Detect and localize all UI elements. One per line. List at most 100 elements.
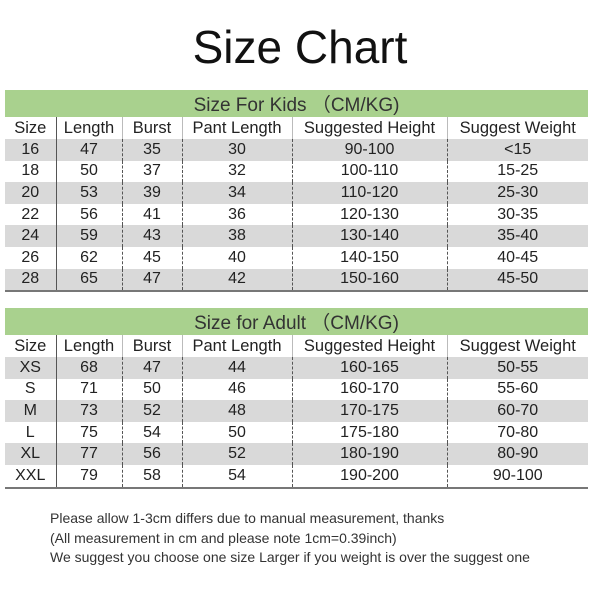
table-cell: <15 bbox=[446, 139, 588, 161]
table-cell: 50-55 bbox=[446, 357, 588, 379]
table-cell: 18 bbox=[21, 162, 40, 180]
column-header: Suggested Height bbox=[291, 117, 447, 139]
table-cell: 65 bbox=[55, 268, 122, 293]
table-cell: 59 bbox=[55, 225, 122, 247]
table-cell: 30-35 bbox=[446, 203, 588, 226]
column-header: Pant Length bbox=[181, 335, 292, 357]
table-cell: 43 bbox=[121, 225, 182, 247]
column-header: Burst bbox=[121, 117, 182, 139]
table-title: Size for Adult （CM/KG) bbox=[5, 308, 588, 335]
table-row: XS 68 47 44 160-165 50-55 bbox=[5, 357, 588, 379]
header-row: Size Length Burst Pant Length Suggested Heig… bbox=[5, 335, 588, 357]
table-cell: 47 bbox=[121, 268, 182, 293]
column-header: Suggested Height bbox=[291, 335, 447, 357]
table-row: 20 53 39 34 110-120 25-30 bbox=[5, 182, 588, 204]
table-title-row: Size For Kids （CM/KG) bbox=[5, 90, 588, 117]
table-cell: 52 bbox=[121, 400, 182, 422]
table-cell: 56 bbox=[121, 443, 182, 465]
table-cell: 190-200 bbox=[291, 464, 447, 489]
table-cell: 16 bbox=[5, 139, 56, 161]
table-cell: 26 bbox=[21, 248, 40, 266]
table-cell: 58 bbox=[121, 464, 182, 489]
table-cell: S bbox=[24, 380, 36, 398]
table-cell: 55-60 bbox=[446, 378, 588, 401]
column-header: Burst bbox=[121, 335, 182, 357]
table-cell: 47 bbox=[55, 139, 122, 161]
table-cell: 70-80 bbox=[446, 421, 588, 444]
column-header: Length bbox=[55, 335, 122, 357]
table-cell: XXL bbox=[5, 464, 56, 489]
table-cell: 39 bbox=[121, 182, 182, 204]
table-cell: 50 bbox=[181, 421, 292, 444]
note: Please allow 1-3cm differs due to manual… bbox=[50, 510, 445, 526]
table-cell: 160-170 bbox=[291, 378, 447, 401]
table-cell: 42 bbox=[181, 268, 292, 293]
table-cell: 35 bbox=[121, 139, 182, 161]
table-cell: 22 bbox=[21, 205, 40, 223]
note: We suggest you choose one size Larger if… bbox=[50, 549, 530, 565]
column-header: Size bbox=[14, 336, 47, 355]
table-cell: 45-50 bbox=[446, 268, 588, 293]
table-cell: 160-165 bbox=[291, 357, 447, 379]
table-cell: 35-40 bbox=[446, 225, 588, 247]
table-row: M 73 52 48 170-175 60-70 bbox=[5, 400, 588, 422]
table-cell: 45 bbox=[121, 246, 182, 269]
note: (All measurement in cm and please note 1… bbox=[50, 529, 397, 546]
table-cell: 15-25 bbox=[446, 160, 588, 183]
table-cell: 47 bbox=[121, 357, 182, 379]
table-cell: 77 bbox=[55, 443, 122, 465]
table-cell: 54 bbox=[121, 421, 182, 444]
table-row: 22 56 41 36 120-130 30-35 bbox=[5, 203, 588, 226]
table-cell: 71 bbox=[55, 378, 122, 401]
table-cell: XS bbox=[5, 357, 56, 379]
table-row: 28 65 47 42 150-160 45-50 bbox=[5, 268, 588, 293]
table-cell: 41 bbox=[121, 203, 182, 226]
table-cell: 140-150 bbox=[291, 246, 447, 269]
table-cell: 20 bbox=[5, 182, 56, 204]
table-cell: 24 bbox=[5, 225, 56, 247]
table-cell: L bbox=[25, 423, 35, 441]
table-cell: 38 bbox=[181, 225, 292, 247]
table-cell: 44 bbox=[181, 357, 292, 379]
table-cell: XL bbox=[5, 443, 56, 465]
table-cell: 30 bbox=[181, 139, 292, 161]
table-cell: 36 bbox=[181, 203, 292, 226]
table-cell: 170-175 bbox=[291, 400, 447, 422]
table-cell: 50 bbox=[55, 160, 122, 183]
table-cell: 73 bbox=[55, 400, 122, 422]
table-cell: 120-130 bbox=[291, 203, 447, 226]
table-row: L 75 54 50 175-180 70-80 bbox=[5, 421, 588, 444]
table-cell: 60-70 bbox=[446, 400, 588, 422]
table-cell: 90-100 bbox=[291, 139, 447, 161]
column-header: Suggest Weight bbox=[446, 117, 588, 139]
table-cell: 48 bbox=[181, 400, 292, 422]
table-row: XXL 79 58 54 190-200 90-100 bbox=[5, 464, 588, 489]
table-row: 18 50 37 32 100-110 15-25 bbox=[5, 160, 588, 183]
kids-size-table: Size For Kids （CM/KG) Size Length Burst Pant… bbox=[5, 90, 588, 293]
table-row: S 71 50 46 160-170 55-60 bbox=[5, 378, 588, 401]
table-title: Size For Kids （CM/KG) bbox=[5, 90, 588, 117]
table-cell: 68 bbox=[55, 357, 122, 379]
table-cell: 56 bbox=[55, 203, 122, 226]
table-cell: 150-160 bbox=[291, 268, 447, 293]
table-cell: 52 bbox=[181, 443, 292, 465]
table-cell: 50 bbox=[121, 378, 182, 401]
table-cell: 180-190 bbox=[291, 443, 447, 465]
column-header: Size bbox=[14, 118, 47, 137]
table-cell: 54 bbox=[181, 464, 292, 489]
table-title-row: Size for Adult （CM/KG) bbox=[5, 308, 588, 335]
table-cell: 75 bbox=[55, 421, 122, 444]
header-row: Size Length Burst Pant Length Suggested Heig… bbox=[5, 117, 588, 139]
table-row: XL 77 56 52 180-190 80-90 bbox=[5, 443, 588, 465]
table-row: 24 59 43 38 130-140 35-40 bbox=[5, 225, 588, 247]
column-header: Suggest Weight bbox=[446, 335, 588, 357]
page-title: Size Chart bbox=[192, 21, 408, 73]
table-row: 26 62 45 40 140-150 40-45 bbox=[5, 246, 588, 269]
table-cell: 40-45 bbox=[446, 246, 588, 269]
table-cell: 46 bbox=[181, 378, 292, 401]
table-cell: 37 bbox=[121, 160, 182, 183]
table-cell: 90-100 bbox=[446, 464, 588, 489]
table-row: 16 47 35 30 90-100 <15 bbox=[5, 139, 588, 161]
table-cell: 62 bbox=[55, 246, 122, 269]
table-cell: 80-90 bbox=[446, 443, 588, 465]
